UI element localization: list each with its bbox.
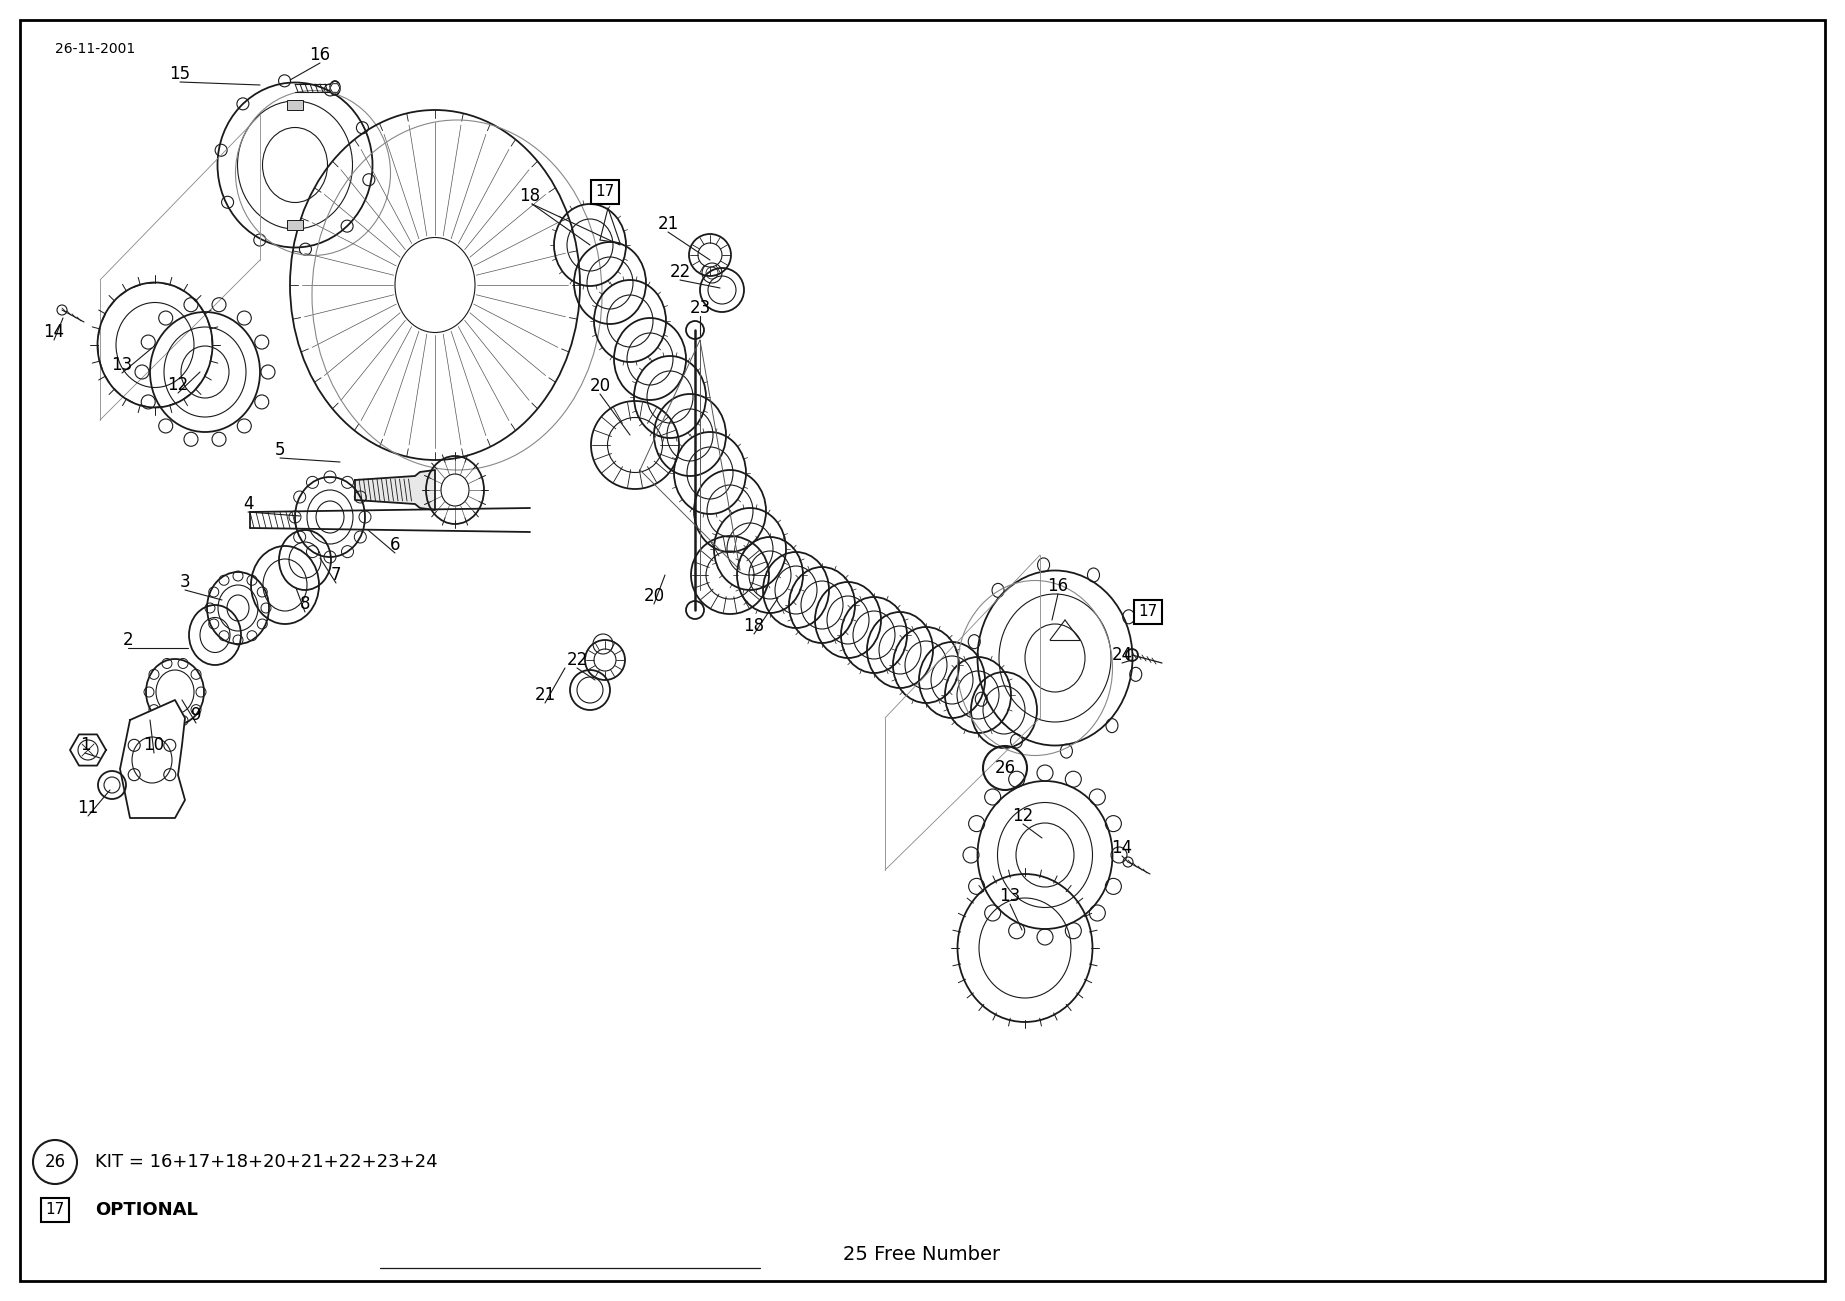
Text: 1: 1 — [79, 736, 90, 755]
Text: 26-11-2001: 26-11-2001 — [55, 42, 135, 56]
Text: KIT = 16+17+18+20+21+22+23+24: KIT = 16+17+18+20+21+22+23+24 — [94, 1153, 437, 1171]
Text: 14: 14 — [44, 323, 65, 341]
Text: 9: 9 — [190, 706, 201, 723]
Text: 26: 26 — [44, 1153, 66, 1171]
Text: 5: 5 — [275, 441, 286, 459]
Bar — [288, 100, 303, 111]
Text: 3: 3 — [179, 572, 190, 591]
Text: 20: 20 — [589, 377, 611, 396]
Text: 4: 4 — [244, 494, 253, 513]
Text: 21: 21 — [657, 215, 679, 233]
Text: 15: 15 — [170, 65, 190, 83]
Polygon shape — [354, 470, 435, 510]
Text: 16: 16 — [1048, 578, 1068, 595]
Text: 2: 2 — [122, 631, 133, 649]
Text: 10: 10 — [144, 736, 164, 755]
Text: 24: 24 — [1111, 647, 1133, 664]
Text: 25 Free Number: 25 Free Number — [843, 1245, 1000, 1265]
Text: 7: 7 — [330, 566, 341, 584]
Text: 23: 23 — [690, 299, 710, 317]
Text: 22: 22 — [566, 650, 587, 669]
Text: 16: 16 — [310, 46, 330, 64]
Text: 6: 6 — [389, 536, 400, 554]
Text: 13: 13 — [111, 356, 133, 373]
Polygon shape — [70, 734, 105, 765]
Text: 20: 20 — [644, 587, 664, 605]
Text: 11: 11 — [77, 799, 98, 817]
Text: 17: 17 — [1138, 605, 1157, 619]
Text: OPTIONAL: OPTIONAL — [94, 1201, 197, 1219]
Text: 8: 8 — [299, 595, 310, 613]
Text: 12: 12 — [168, 376, 188, 394]
Text: 18: 18 — [744, 617, 764, 635]
Polygon shape — [330, 83, 339, 92]
Text: 13: 13 — [1000, 887, 1020, 905]
Text: 17: 17 — [46, 1202, 65, 1218]
Text: 17: 17 — [596, 185, 614, 199]
Text: 14: 14 — [1111, 839, 1133, 857]
Bar — [288, 220, 303, 230]
Text: 26: 26 — [994, 758, 1015, 777]
Text: 12: 12 — [1013, 807, 1033, 825]
Polygon shape — [120, 700, 184, 818]
Text: 21: 21 — [535, 686, 555, 704]
Text: 18: 18 — [520, 187, 541, 206]
Text: 22: 22 — [670, 263, 690, 281]
